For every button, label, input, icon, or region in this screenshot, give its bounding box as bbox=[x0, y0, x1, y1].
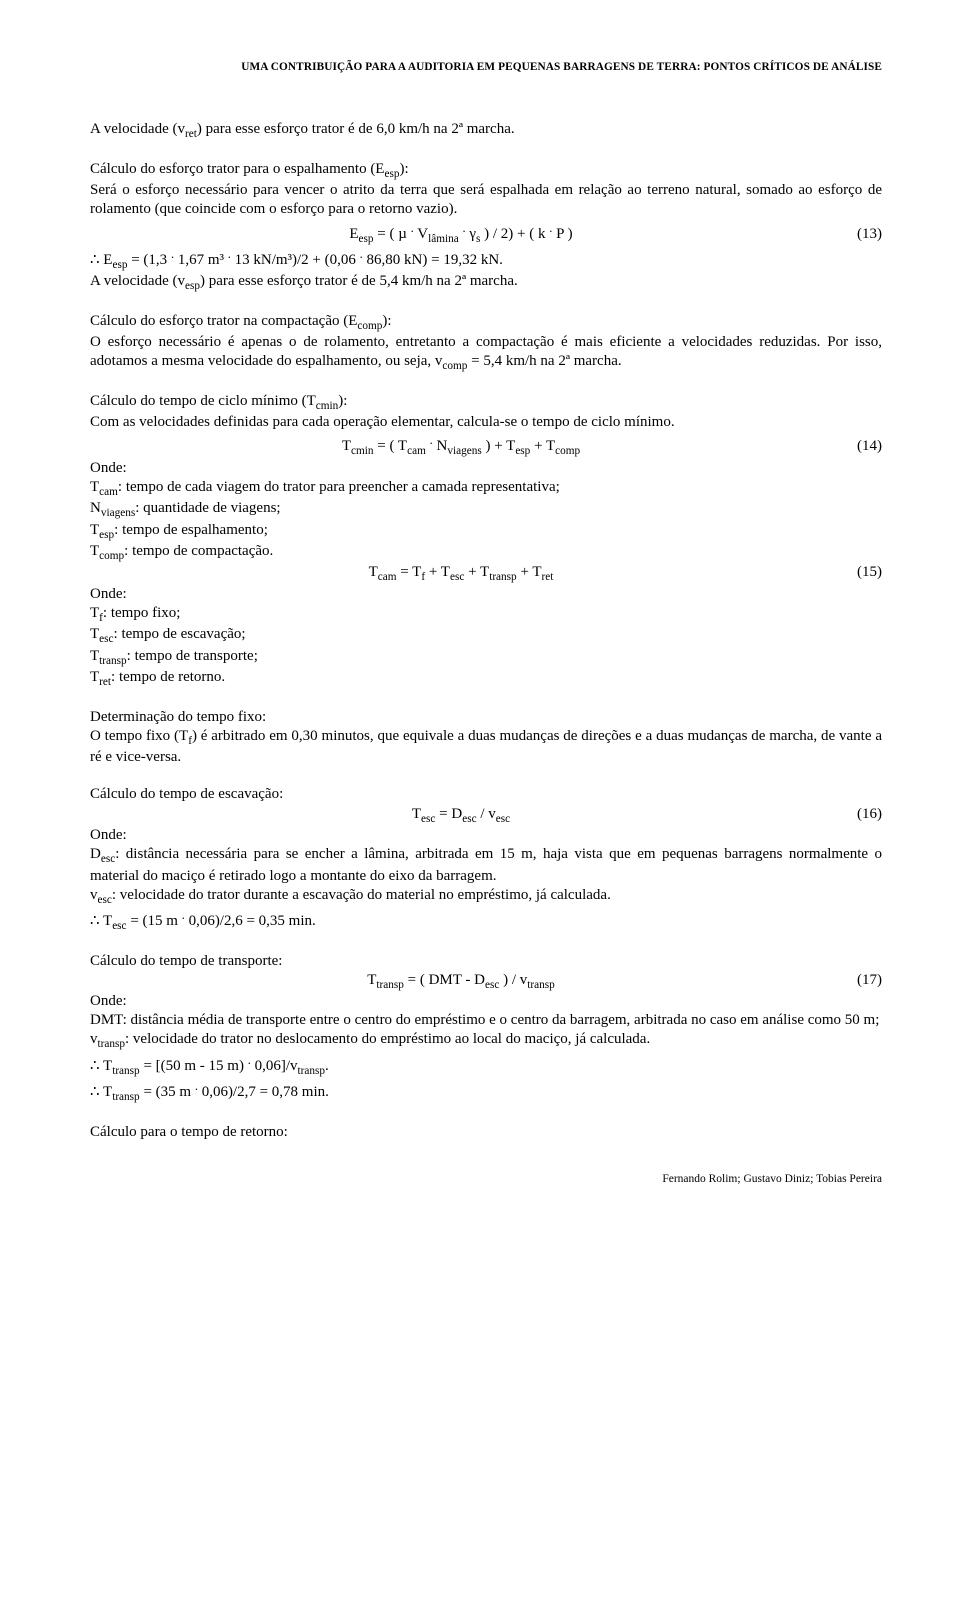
paragraph-tf-body: O tempo fixo (Tf) é arbitrado em 0,30 mi… bbox=[90, 727, 882, 768]
def-tcomp: Tcomp: tempo de compactação. bbox=[90, 542, 882, 563]
onde-label-2: Onde: bbox=[90, 585, 882, 604]
paragraph-tcmin-body: Com as velocidades definidas para cada o… bbox=[90, 413, 882, 432]
eq-number-14: (14) bbox=[832, 437, 882, 456]
paragraph-vret: A velocidade (vret) para esse esforço tr… bbox=[90, 120, 882, 141]
paragraph-eesp-body: Será o esforço necessário para vencer o … bbox=[90, 181, 882, 219]
def-vtransp: vtransp: velocidade do trator no desloca… bbox=[90, 1030, 882, 1051]
page-footer-authors: Fernando Rolim; Gustavo Diniz; Tobias Pe… bbox=[90, 1172, 882, 1187]
equation-13: Eesp = ( µ . Vlâmina . γs ) / 2) + ( k .… bbox=[90, 220, 882, 246]
calc-ttransp-2: ∴ Ttransp = (35 m . 0,06)/2,7 = 0,78 min… bbox=[90, 1078, 882, 1104]
eq-number-13: (13) bbox=[832, 225, 882, 244]
equation-15: Tcam = Tf + Tesc + Ttransp + Tret (15) bbox=[90, 563, 882, 584]
calc-ttransp-1: ∴ Ttransp = [(50 m - 15 m) . 0,06]/vtran… bbox=[90, 1052, 882, 1078]
def-dmt: DMT: distância média de transporte entre… bbox=[90, 1011, 882, 1030]
def-desc: Desc: distância necessária para se enche… bbox=[90, 845, 882, 886]
calc-tesc: ∴ Tesc = (15 m . 0,06)/2,6 = 0,35 min. bbox=[90, 907, 882, 933]
def-ttransp: Ttransp: tempo de transporte; bbox=[90, 647, 882, 668]
eq-number-16: (16) bbox=[832, 805, 882, 824]
section-title-eesp: Cálculo do esforço trator para o espalha… bbox=[90, 160, 882, 181]
onde-label-4: Onde: bbox=[90, 992, 882, 1011]
section-title-ecomp: Cálculo do esforço trator na compactação… bbox=[90, 312, 882, 333]
section-title-tcmin: Cálculo do tempo de ciclo mínimo (Tcmin)… bbox=[90, 392, 882, 413]
def-tret: Tret: tempo de retorno. bbox=[90, 668, 882, 689]
equation-16: Tesc = Desc / vesc (16) bbox=[90, 805, 882, 826]
def-tesp: Tesp: tempo de espalhamento; bbox=[90, 521, 882, 542]
section-title-tesc: Cálculo do tempo de escavação: bbox=[90, 785, 882, 804]
onde-label-1: Onde: bbox=[90, 459, 882, 478]
paragraph-ecomp-body: O esforço necessário é apenas o de rolam… bbox=[90, 333, 882, 374]
equation-17: Ttransp = ( DMT - Desc ) / vtransp (17) bbox=[90, 971, 882, 992]
def-tesc: Tesc: tempo de escavação; bbox=[90, 625, 882, 646]
paragraph-vesp: A velocidade (vesp) para esse esforço tr… bbox=[90, 272, 882, 293]
def-tf: Tf: tempo fixo; bbox=[90, 604, 882, 625]
running-header: UMA CONTRIBUIÇÃO PARA A AUDITORIA EM PEQ… bbox=[90, 60, 882, 74]
def-tcam: Tcam: tempo de cada viagem do trator par… bbox=[90, 478, 882, 499]
calc-eesp: ∴ Eesp = (1,3 . 1,67 m³ . 13 kN/m³)/2 + … bbox=[90, 246, 882, 272]
eq-number-15: (15) bbox=[832, 563, 882, 582]
def-nviagens: Nviagens: quantidade de viagens; bbox=[90, 499, 882, 520]
def-vesc: vesc: velocidade do trator durante a esc… bbox=[90, 886, 882, 907]
eq-number-17: (17) bbox=[832, 971, 882, 990]
section-title-tret: Cálculo para o tempo de retorno: bbox=[90, 1123, 882, 1142]
section-title-tf: Determinação do tempo fixo: bbox=[90, 708, 882, 727]
section-title-ttransp: Cálculo do tempo de transporte: bbox=[90, 952, 882, 971]
equation-14: Tcmin = ( Tcam . Nviagens ) + Tesp + Tco… bbox=[90, 432, 882, 458]
onde-label-3: Onde: bbox=[90, 826, 882, 845]
